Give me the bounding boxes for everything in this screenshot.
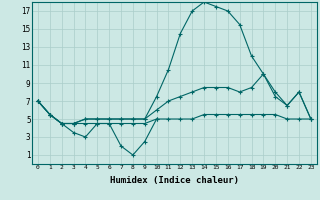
X-axis label: Humidex (Indice chaleur): Humidex (Indice chaleur) [110,176,239,185]
